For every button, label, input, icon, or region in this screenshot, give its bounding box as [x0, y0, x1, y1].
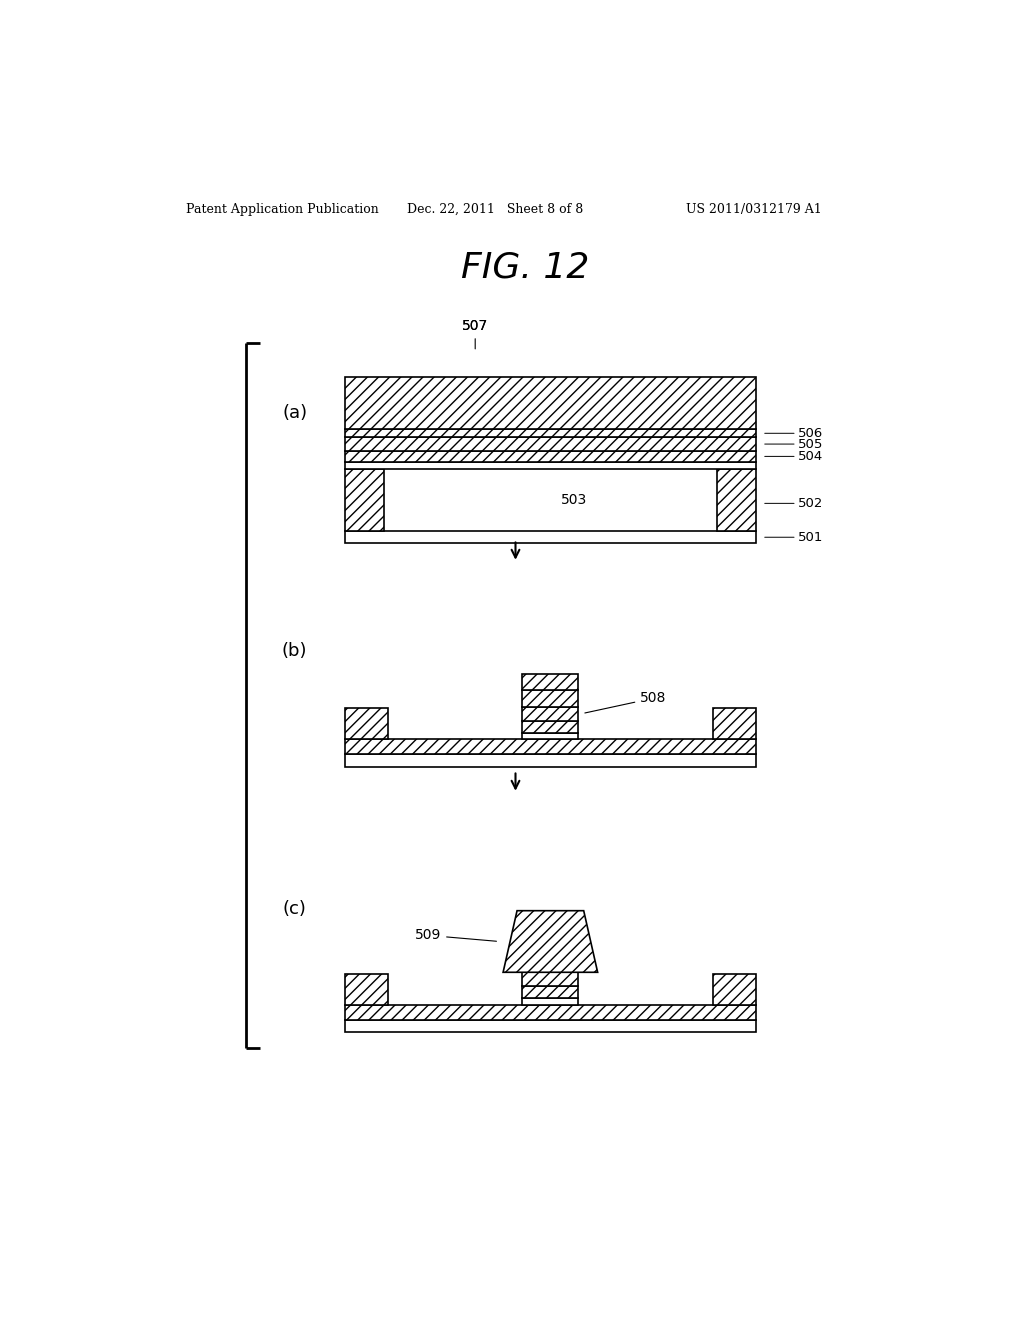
Bar: [713, 708, 756, 739]
Bar: [345, 755, 756, 767]
Bar: [522, 689, 579, 706]
Text: (b): (b): [282, 643, 307, 660]
Bar: [345, 739, 756, 755]
Text: 501: 501: [799, 531, 823, 544]
Text: 507: 507: [462, 319, 488, 333]
Bar: [522, 733, 579, 739]
Text: FIG. 12: FIG. 12: [461, 251, 589, 285]
Bar: [345, 378, 756, 429]
Bar: [345, 531, 756, 544]
Bar: [522, 706, 579, 721]
Polygon shape: [503, 911, 598, 973]
Text: 504: 504: [799, 450, 823, 463]
Bar: [345, 1005, 756, 1020]
Bar: [345, 470, 384, 531]
Text: 509: 509: [415, 928, 497, 942]
Bar: [345, 1020, 756, 1032]
Bar: [522, 986, 579, 998]
Bar: [522, 721, 579, 733]
Text: (a): (a): [282, 404, 307, 421]
Bar: [522, 675, 579, 689]
Bar: [345, 429, 756, 437]
Text: (c): (c): [283, 900, 306, 919]
Bar: [345, 974, 388, 1005]
Bar: [345, 437, 756, 451]
Bar: [345, 708, 388, 739]
Text: 508: 508: [585, 692, 667, 713]
Text: Dec. 22, 2011   Sheet 8 of 8: Dec. 22, 2011 Sheet 8 of 8: [407, 203, 584, 216]
Bar: [713, 974, 756, 1005]
Bar: [345, 462, 756, 470]
Bar: [522, 998, 579, 1005]
Text: 503: 503: [560, 494, 587, 507]
Text: 502: 502: [799, 496, 823, 510]
Bar: [717, 470, 756, 531]
Bar: [345, 451, 756, 462]
Text: Patent Application Publication: Patent Application Publication: [186, 203, 379, 216]
Text: 506: 506: [799, 426, 823, 440]
Text: 505: 505: [799, 437, 823, 450]
Text: 507: 507: [462, 319, 488, 348]
Text: US 2011/0312179 A1: US 2011/0312179 A1: [686, 203, 821, 216]
Bar: [522, 973, 579, 986]
